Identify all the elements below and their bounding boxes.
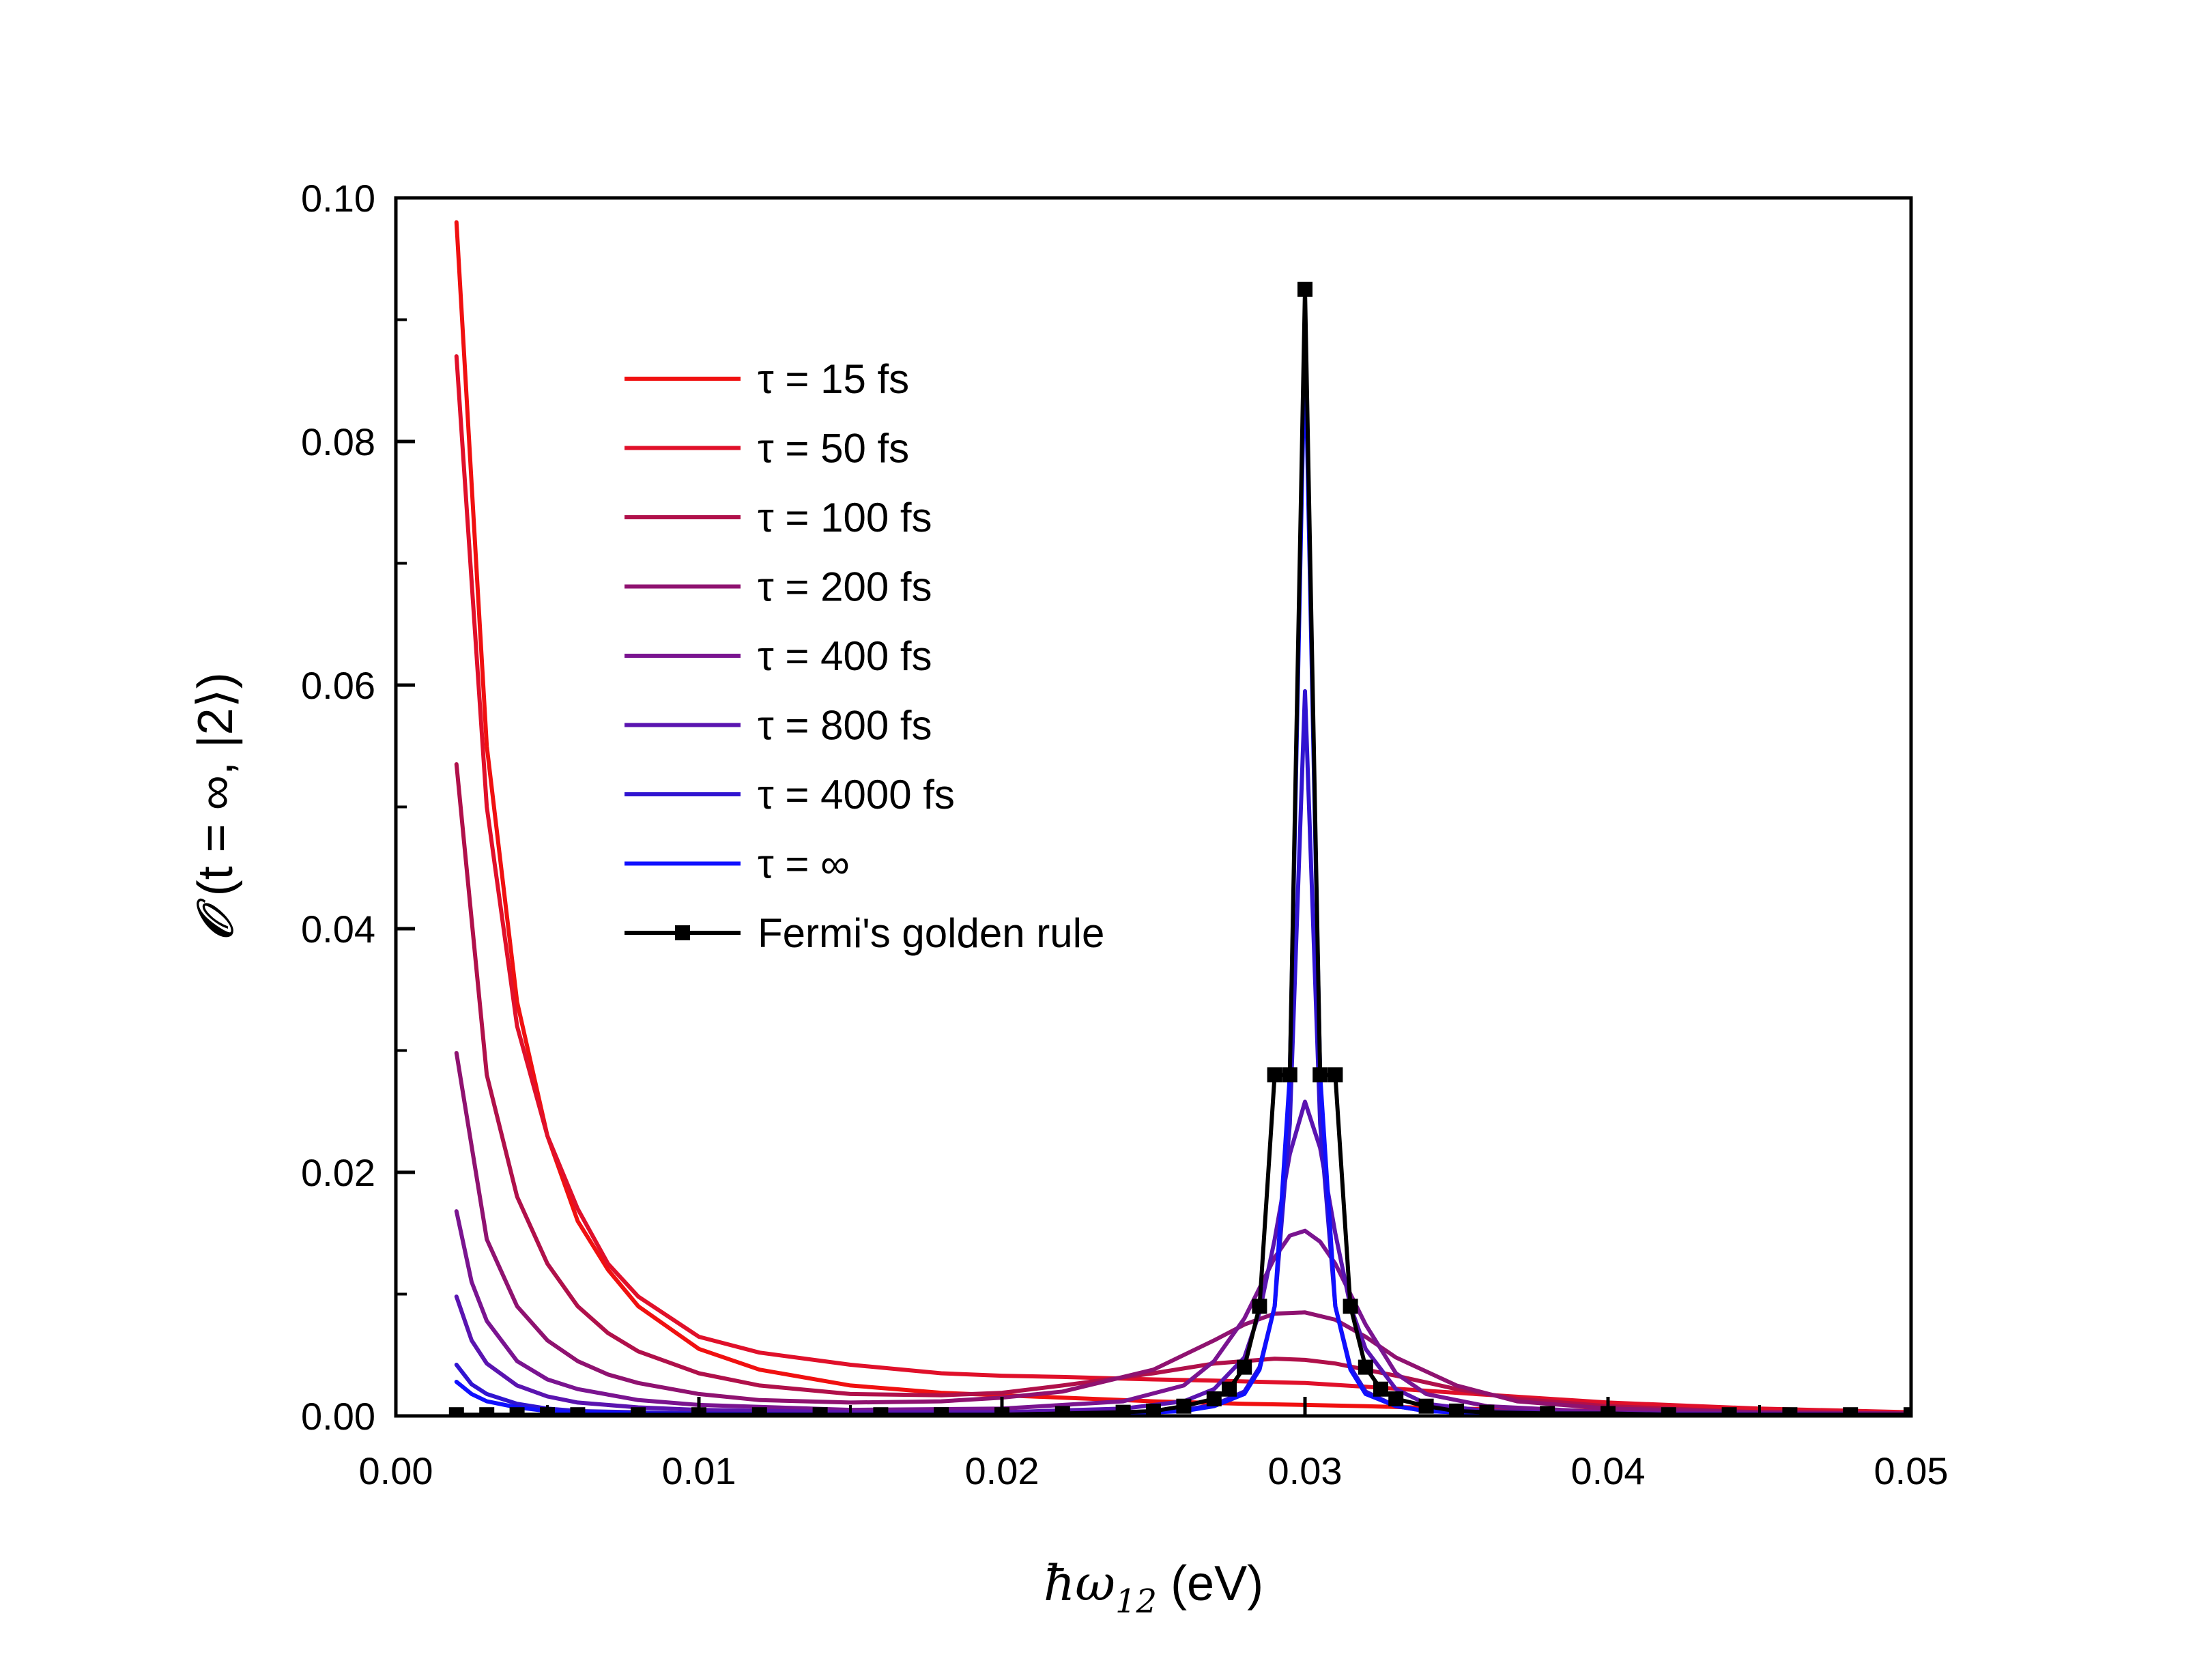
x-axis: 0.00 0.01 0.02 0.03 0.04 0.05 <box>359 1397 1949 1492</box>
series-point <box>1540 1406 1555 1416</box>
y-axis-title: 𝒪 (t = ∞, |2⟩) <box>186 672 244 941</box>
series-point <box>1843 1407 1859 1416</box>
x-axis-title-unit: (eV) <box>1157 1556 1263 1611</box>
series-point <box>1343 1299 1358 1314</box>
series-point <box>1661 1407 1676 1416</box>
legend: τ = 15 fs τ = 50 fs τ = 100 fs τ = 200 fs τ … <box>625 356 1104 956</box>
y-axis: 0.00 0.02 0.04 0.06 0.08 0.10 <box>301 177 415 1438</box>
series-point <box>631 1407 646 1416</box>
series-line-8 <box>454 287 1911 1416</box>
series-point <box>1373 1381 1388 1397</box>
plot-frame <box>394 196 1913 1418</box>
series-point <box>1312 1067 1328 1083</box>
x-tick-label: 0.03 <box>1268 1449 1343 1492</box>
y-tick-label: 0.06 <box>301 664 375 707</box>
series-point <box>1267 1067 1282 1083</box>
series-point <box>509 1407 525 1416</box>
series-line-5 <box>454 1099 1911 1416</box>
x-axis-title-symbol: ħω <box>1044 1554 1115 1612</box>
legend-label: τ = 100 fs <box>758 495 932 540</box>
series-line-6 <box>454 689 1911 1416</box>
legend-label: τ = 200 fs <box>758 564 932 610</box>
x-tick-label: 0.04 <box>1571 1449 1646 1492</box>
x-axis-title-subscript: 12 <box>1115 1582 1157 1621</box>
series-point <box>1237 1359 1252 1375</box>
x-tick-label: 0.02 <box>965 1449 1039 1492</box>
legend-label: τ = ∞ <box>758 841 850 887</box>
y-tick-label: 0.02 <box>301 1151 375 1194</box>
series-point <box>1252 1299 1267 1314</box>
series-point <box>1282 1067 1297 1083</box>
legend-label: τ = 4000 fs <box>758 772 955 817</box>
series-layer <box>448 220 1911 1416</box>
series-point <box>1328 1067 1343 1083</box>
y-tick-label: 0.00 <box>301 1395 375 1438</box>
series-point <box>1176 1398 1192 1414</box>
series-point <box>812 1407 828 1416</box>
series-point <box>1055 1406 1070 1416</box>
series-point <box>448 1407 464 1416</box>
plot-area <box>394 196 1913 1418</box>
x-axis-title: ħω12 (eV) <box>1044 1554 1263 1621</box>
series-point <box>1904 1407 1911 1416</box>
series-point <box>1721 1407 1737 1416</box>
y-tick-label: 0.10 <box>301 177 375 220</box>
series-point <box>1115 1404 1131 1416</box>
legend-label: τ = 800 fs <box>758 703 932 749</box>
series-point <box>479 1407 495 1416</box>
series-point <box>1358 1359 1373 1375</box>
series-line-3 <box>454 1051 1911 1416</box>
x-tick-label: 0.05 <box>1874 1449 1949 1492</box>
series-point <box>1222 1381 1237 1397</box>
y-axis-title-text: (t = ∞, |2⟩) <box>188 672 243 910</box>
series-point <box>1782 1407 1798 1416</box>
series-line-2 <box>454 762 1911 1416</box>
legend-label: Fermi's golden rule <box>758 910 1104 956</box>
series-line-7 <box>454 336 1911 1416</box>
series-point <box>1297 281 1312 297</box>
series-point <box>934 1407 949 1416</box>
series-point <box>1418 1398 1434 1414</box>
series-point <box>1206 1391 1222 1407</box>
legend-marker <box>675 925 690 940</box>
y-tick-label: 0.04 <box>301 908 375 951</box>
series-point <box>1479 1404 1495 1416</box>
series-point <box>570 1407 586 1416</box>
series-line-1 <box>454 354 1911 1415</box>
series-point <box>873 1407 889 1416</box>
legend-label: τ = 400 fs <box>758 633 932 679</box>
legend-label: τ = 15 fs <box>758 356 909 402</box>
series-line-0 <box>454 220 1911 1416</box>
x-tick-label: 0.01 <box>662 1449 736 1492</box>
series-point <box>1388 1391 1404 1407</box>
series-point <box>751 1407 767 1416</box>
series-line-4 <box>454 1209 1911 1416</box>
x-tick-label: 0.00 <box>359 1449 433 1492</box>
legend-label: τ = 50 fs <box>758 426 909 472</box>
y-tick-label: 0.08 <box>301 420 375 463</box>
